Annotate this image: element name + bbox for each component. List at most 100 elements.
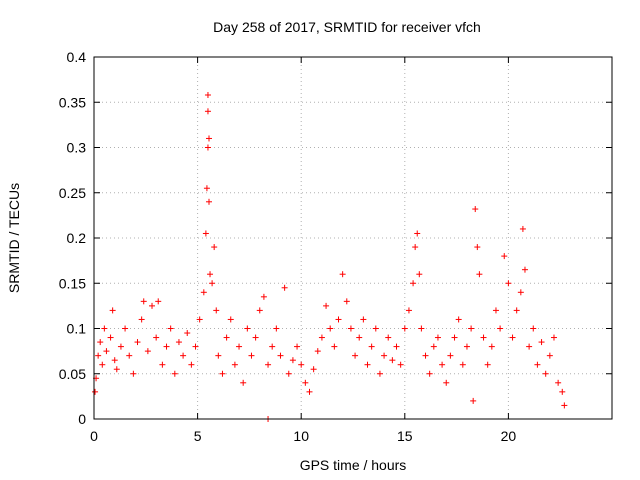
data-point <box>331 343 338 350</box>
data-point <box>298 361 305 368</box>
data-point <box>99 361 106 368</box>
data-point <box>155 298 162 305</box>
data-point <box>200 289 207 296</box>
data-point <box>501 253 508 260</box>
data-point <box>412 244 419 251</box>
data-point <box>188 361 195 368</box>
data-point <box>219 370 226 377</box>
data-point <box>138 316 145 323</box>
data-point <box>175 339 182 346</box>
data-point <box>252 334 259 341</box>
data-point <box>153 334 160 341</box>
data-point <box>159 361 166 368</box>
data-point <box>476 271 483 278</box>
data-point <box>422 352 429 359</box>
data-point <box>256 307 263 314</box>
x-tick-label: 20 <box>501 428 517 444</box>
data-point <box>368 343 375 350</box>
data-point <box>323 302 330 309</box>
data-point <box>265 361 272 368</box>
data-point <box>149 302 156 309</box>
data-point <box>455 316 462 323</box>
data-point <box>393 343 400 350</box>
data-point <box>517 289 524 296</box>
data-point <box>372 325 379 332</box>
data-point <box>397 361 404 368</box>
data-point <box>472 206 479 213</box>
data-point <box>526 343 533 350</box>
data-point <box>459 361 466 368</box>
data-point <box>107 334 114 341</box>
data-point <box>410 280 417 287</box>
data-point <box>463 343 470 350</box>
data-point <box>209 280 216 287</box>
data-point <box>497 325 504 332</box>
data-point <box>468 325 475 332</box>
data-point <box>401 325 408 332</box>
y-tick-label: 0.35 <box>59 94 86 110</box>
data-point <box>546 352 553 359</box>
data-point <box>205 135 212 142</box>
data-point <box>559 388 566 395</box>
x-tick-label: 10 <box>293 428 309 444</box>
data-point <box>231 361 238 368</box>
data-point <box>97 339 104 346</box>
data-point <box>509 334 516 341</box>
data-point <box>418 325 425 332</box>
data-point <box>122 325 129 332</box>
y-tick-label: 0 <box>78 411 86 427</box>
data-point <box>244 325 251 332</box>
data-point <box>360 316 367 323</box>
data-point <box>113 366 120 373</box>
data-point <box>196 316 203 323</box>
plot-frame <box>93 56 613 420</box>
data-point <box>339 271 346 278</box>
data-point <box>513 307 520 314</box>
x-tick-label: 5 <box>194 428 202 444</box>
data-point <box>109 307 116 314</box>
data-point <box>314 348 321 355</box>
x-tick-label: 15 <box>397 428 413 444</box>
data-point <box>192 343 199 350</box>
data-point <box>521 266 528 273</box>
data-point <box>310 366 317 373</box>
data-point <box>430 343 437 350</box>
data-point <box>103 348 110 355</box>
data-point <box>302 379 309 386</box>
data-point <box>426 370 433 377</box>
data-point <box>534 361 541 368</box>
data-point <box>180 352 187 359</box>
data-point <box>240 379 247 386</box>
data-point <box>439 361 446 368</box>
y-tick-label: 0.1 <box>67 321 87 337</box>
data-point <box>550 334 557 341</box>
data-point <box>202 230 209 237</box>
data-point <box>281 284 288 291</box>
y-tick-label: 0.15 <box>59 275 86 291</box>
data-point <box>318 334 325 341</box>
data-point <box>111 357 118 364</box>
data-point <box>92 388 99 395</box>
data-point <box>117 343 124 350</box>
chart-title: Day 258 of 2017, SRMTID for receiver vfc… <box>213 19 481 35</box>
data-point <box>130 370 137 377</box>
data-point <box>389 357 396 364</box>
data-point <box>277 352 284 359</box>
x-axis-label: GPS time / hours <box>300 457 407 473</box>
data-point <box>470 397 477 404</box>
y-axis-label: SRMTID / TECUs <box>6 183 22 293</box>
x-tick-label: 0 <box>90 428 98 444</box>
data-point <box>204 108 211 115</box>
data-point <box>505 280 512 287</box>
data-point <box>335 316 342 323</box>
data-point <box>484 361 491 368</box>
data-point <box>385 334 392 341</box>
y-tick-label: 0.4 <box>67 49 87 65</box>
y-tick-label: 0.05 <box>59 366 86 382</box>
data-point <box>171 370 178 377</box>
data-point <box>134 339 141 346</box>
data-point <box>285 370 292 377</box>
data-point <box>447 352 454 359</box>
data-point <box>269 343 276 350</box>
data-point <box>542 370 549 377</box>
